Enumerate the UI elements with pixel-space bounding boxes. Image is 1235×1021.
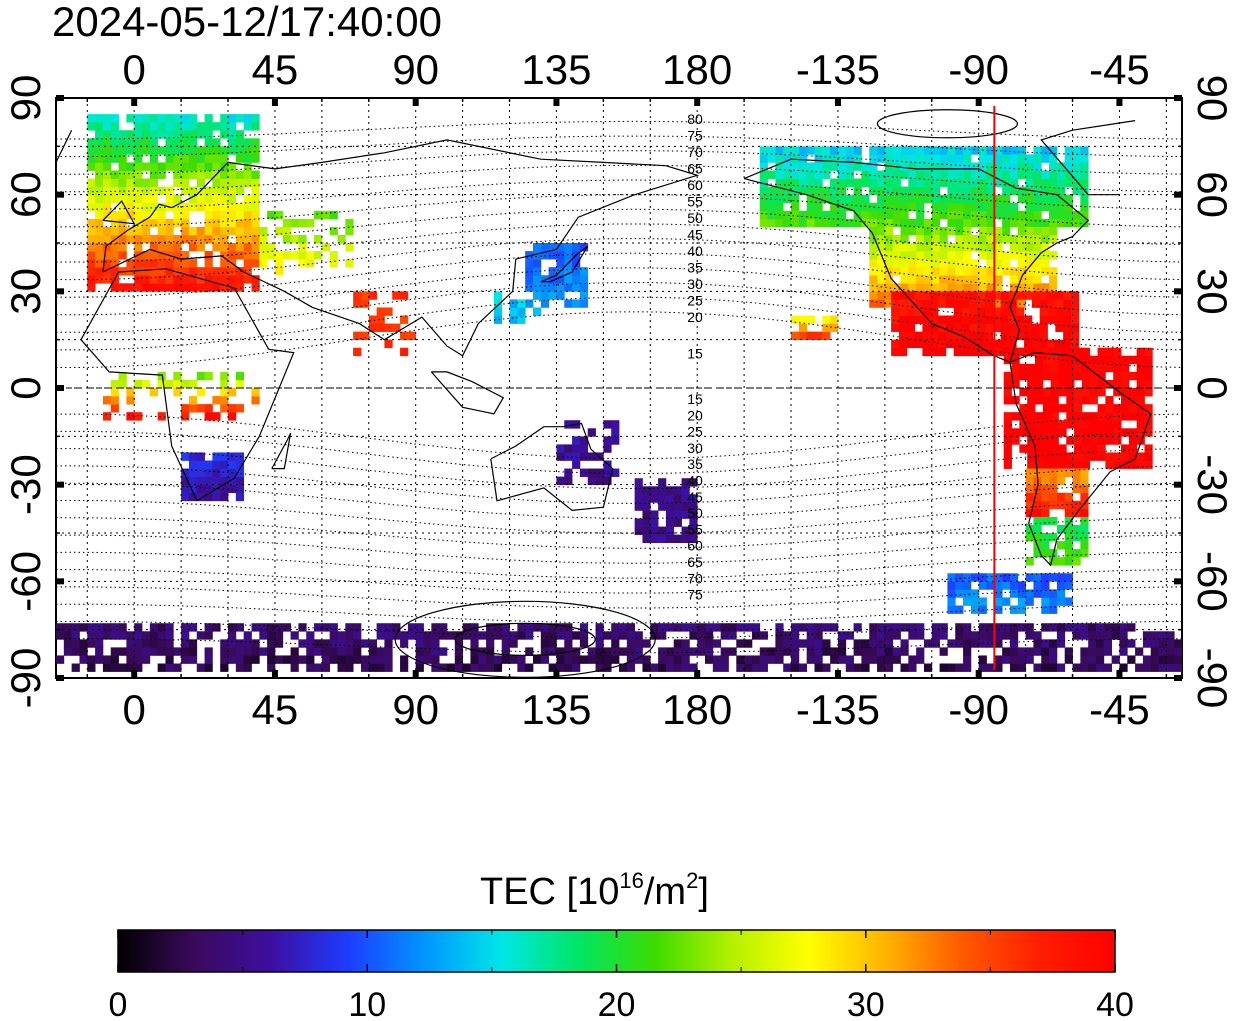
contour-label-south: 60 (687, 538, 703, 554)
top-lon-label: 180 (662, 46, 732, 93)
colorbar-tick-label: 40 (1096, 986, 1134, 1021)
right-lat-label: -90 (1189, 648, 1235, 709)
contour-label-north: 50 (687, 210, 703, 226)
bottom-lon-label: 180 (662, 686, 732, 733)
colorbar-tick-label: 0 (109, 986, 128, 1021)
colorbar-title-exp1: 16 (619, 868, 643, 893)
left-lat-label: 90 (2, 75, 49, 122)
contour-label-south: 15 (687, 391, 703, 407)
right-lat-label: 90 (1189, 75, 1235, 122)
contour-label-south: 55 (687, 521, 703, 537)
contour-label-south: 20 (687, 407, 703, 423)
colorbar-title-mid: /m (644, 871, 686, 913)
contour-label-north: 20 (687, 309, 703, 325)
contour-label-north: 55 (687, 194, 703, 210)
contour-label-north: 60 (687, 177, 703, 193)
left-lat-label: 0 (2, 376, 49, 399)
contour-label-north: 25 (687, 293, 703, 309)
bottom-lon-label: 135 (521, 686, 591, 733)
colorbar-title-main: TEC [10 (480, 871, 619, 913)
contour-label-south: 65 (687, 554, 703, 570)
left-lat-label: -90 (2, 648, 49, 709)
contour-label-south: 40 (687, 473, 703, 489)
contour-label-south: 70 (687, 570, 703, 586)
right-lat-label: 60 (1189, 171, 1235, 218)
contour-label-south: 50 (687, 505, 703, 521)
timestamp: 2024-05-12/17:40:00 (52, 0, 442, 45)
frame-ticks (56, 95, 1182, 681)
left-latitude-labels: 90 60 30 0 -30 -60 -90 (2, 75, 49, 709)
colorbar-title: TEC [1016/m2] (480, 868, 709, 913)
tec-map: 8075706560555045403530252015152025303540… (55, 95, 1183, 681)
right-lat-label: 0 (1189, 376, 1235, 399)
contour-label-north: 30 (687, 276, 703, 292)
top-lon-label: 135 (521, 46, 591, 93)
right-lat-label: -30 (1189, 454, 1235, 515)
colorbar: TEC [1016/m2] 0 10 20 30 40 (109, 868, 1134, 1021)
bottom-lon-label: -45 (1089, 686, 1150, 733)
contour-label-north: 65 (687, 161, 703, 177)
right-lat-label: 30 (1189, 268, 1235, 315)
contour-label-north: 70 (687, 144, 703, 160)
contour-label-north: 80 (687, 111, 703, 127)
colorbar-tick-label: 10 (348, 986, 386, 1021)
left-lat-label: 60 (2, 171, 49, 218)
left-lat-label: -60 (2, 551, 49, 612)
contour-label-south: 45 (687, 489, 703, 505)
bottom-longitude-labels: 0 45 90 135 180 -135 -90 -45 (123, 686, 1150, 733)
colorbar-title-end: ] (698, 871, 709, 913)
left-lat-label: 30 (2, 268, 49, 315)
bottom-lon-label: 45 (252, 686, 299, 733)
contour-label-south: 30 (687, 440, 703, 456)
right-lat-label: -60 (1189, 551, 1235, 612)
contour-label-south: 75 (687, 587, 703, 603)
colorbar-tick-label: 20 (598, 986, 636, 1021)
contour-label-north: 15 (687, 346, 703, 362)
top-lon-label: 90 (392, 46, 439, 93)
contour-label-south: 35 (687, 456, 703, 472)
top-lon-label: 0 (123, 46, 146, 93)
top-lon-label: -90 (948, 46, 1009, 93)
colorbar-ticks: 0 10 20 30 40 (109, 930, 1134, 1021)
contour-label-south: 25 (687, 424, 703, 440)
bottom-lon-label: 0 (123, 686, 146, 733)
contour-label-north: 45 (687, 227, 703, 243)
bottom-lon-label: 90 (392, 686, 439, 733)
colorbar-tick-label: 30 (847, 986, 885, 1021)
right-latitude-labels: 90 60 30 0 -30 -60 -90 (1189, 75, 1235, 709)
left-lat-label: -30 (2, 454, 49, 515)
bottom-lon-label: -90 (948, 686, 1009, 733)
coastlines (56, 120, 1152, 567)
contour-labels: 8075706560555045403530252015152025303540… (687, 111, 703, 603)
top-lon-label: -45 (1089, 46, 1150, 93)
top-longitude-labels: 0 45 90 135 180 -135 -90 -45 (123, 46, 1150, 93)
bottom-lon-label: -135 (796, 686, 880, 733)
top-lon-label: -135 (796, 46, 880, 93)
contour-label-north: 35 (687, 260, 703, 276)
tec-data-layer (56, 114, 1182, 672)
colorbar-title-exp2: 2 (686, 868, 698, 893)
contour-label-north: 75 (687, 128, 703, 144)
top-lon-label: 45 (252, 46, 299, 93)
contour-label-north: 40 (687, 243, 703, 259)
